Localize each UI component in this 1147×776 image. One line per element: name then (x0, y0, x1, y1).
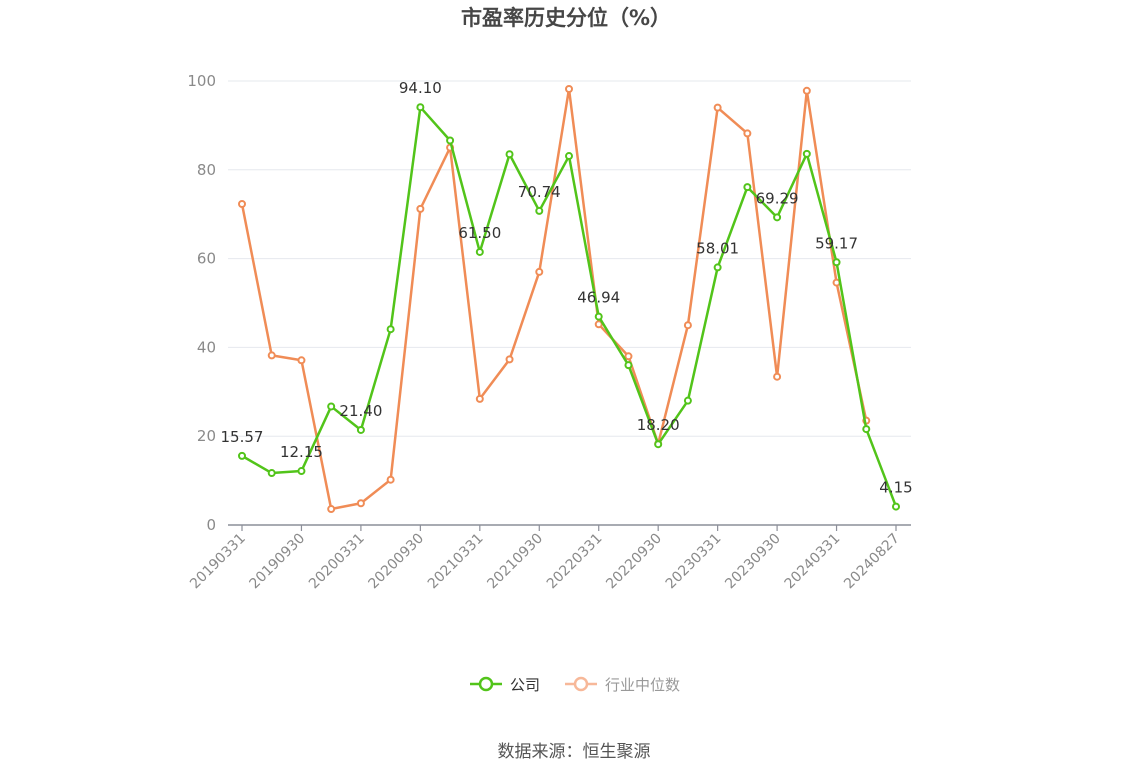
data-point[interactable] (565, 84, 573, 93)
legend-marker (573, 676, 589, 692)
data-point[interactable] (802, 149, 811, 158)
x-tick-label: 20190331 (187, 531, 249, 593)
data-point[interactable] (297, 467, 306, 476)
data-point[interactable] (297, 356, 306, 365)
data-point[interactable] (683, 396, 692, 405)
legend-label: 行业中位数 (605, 676, 680, 694)
legend-item-industry-median[interactable]: 行业中位数 (565, 676, 680, 694)
data-point[interactable] (624, 361, 633, 370)
y-tick-label: 80 (197, 161, 216, 179)
legend-label: 公司 (510, 676, 540, 694)
data-point[interactable] (535, 206, 544, 215)
series-layer (238, 84, 900, 514)
data-point[interactable] (238, 199, 246, 208)
data-point[interactable] (267, 351, 276, 360)
data-label: 70.74 (518, 183, 561, 201)
data-label: 4.15 (879, 479, 912, 497)
data-point[interactable] (832, 258, 841, 267)
data-point[interactable] (683, 321, 692, 330)
grid-lines (228, 80, 911, 437)
legend-marker (478, 676, 494, 692)
x-tick-label: 20240827 (841, 531, 903, 593)
data-point[interactable] (862, 425, 871, 434)
legend-item-company[interactable]: 公司 (470, 676, 540, 694)
chart-title: 市盈率历史分位（%） (461, 6, 671, 30)
x-tick-label: 20230930 (722, 531, 784, 593)
data-label: 58.01 (696, 239, 739, 257)
x-tick-label: 20200930 (365, 531, 427, 593)
data-point[interactable] (416, 204, 425, 213)
data-point[interactable] (743, 129, 752, 138)
data-point[interactable] (238, 451, 246, 460)
data-point[interactable] (773, 213, 782, 222)
legend[interactable]: 公司 行业中位数 (470, 676, 680, 694)
data-point[interactable] (386, 475, 395, 484)
x-tick-label: 20220930 (603, 531, 665, 593)
data-point[interactable] (475, 394, 484, 403)
data-point[interactable] (743, 183, 752, 192)
data-point[interactable] (713, 263, 722, 272)
x-tick-label: 20240331 (782, 531, 844, 593)
data-point[interactable] (416, 103, 425, 112)
data-point[interactable] (802, 86, 811, 95)
y-tick-label: 0 (206, 516, 216, 534)
data-point[interactable] (713, 103, 722, 112)
data-point[interactable] (505, 355, 514, 364)
data-label: 59.17 (815, 234, 858, 252)
data-point[interactable] (327, 505, 336, 514)
data-point[interactable] (535, 267, 544, 276)
source-note: 数据来源：恒生聚源 (498, 742, 651, 762)
data-labels: 15.57 12.15 21.40 94.10 61.50 70.74 46.94 18.20… (221, 79, 913, 496)
data-point[interactable] (327, 402, 336, 411)
x-tick-label: 20200331 (306, 531, 368, 593)
data-point[interactable] (356, 499, 365, 508)
series-company (238, 103, 900, 511)
data-point[interactable] (356, 425, 365, 434)
x-tick-label: 20210331 (425, 531, 487, 593)
data-point[interactable] (624, 352, 633, 361)
data-point[interactable] (654, 440, 663, 449)
x-tick-label: 20220331 (544, 531, 606, 593)
series-industry-median (238, 84, 871, 514)
x-tick-label: 20230331 (663, 531, 725, 593)
data-label: 18.20 (637, 416, 680, 434)
data-label: 15.57 (221, 428, 264, 446)
series-line (240, 87, 868, 511)
data-label: 21.40 (339, 402, 382, 420)
data-point[interactable] (594, 320, 603, 329)
data-label: 12.15 (280, 443, 323, 461)
y-tick-label: 60 (197, 250, 216, 268)
data-point[interactable] (446, 136, 455, 145)
data-point[interactable] (594, 312, 603, 321)
y-tick-label: 20 (197, 427, 216, 445)
data-label: 61.50 (458, 224, 501, 242)
data-point[interactable] (475, 247, 484, 256)
data-point[interactable] (267, 469, 276, 478)
data-label: 69.29 (756, 189, 799, 207)
x-axis: 2019033120190930202003312020093020210331… (187, 524, 911, 593)
data-label: 94.10 (399, 79, 442, 97)
y-tick-label: 40 (197, 338, 216, 356)
y-axis: 0 20 40 60 80 100 (187, 72, 216, 534)
data-point[interactable] (565, 152, 573, 161)
y-tick-label: 100 (187, 72, 216, 90)
data-point[interactable] (773, 372, 782, 381)
data-label: 46.94 (577, 289, 620, 307)
data-point[interactable] (505, 150, 514, 159)
data-point[interactable] (386, 325, 395, 334)
x-tick-label: 20190930 (247, 531, 309, 593)
data-point[interactable] (892, 502, 900, 511)
x-tick-label: 20210930 (484, 531, 546, 593)
